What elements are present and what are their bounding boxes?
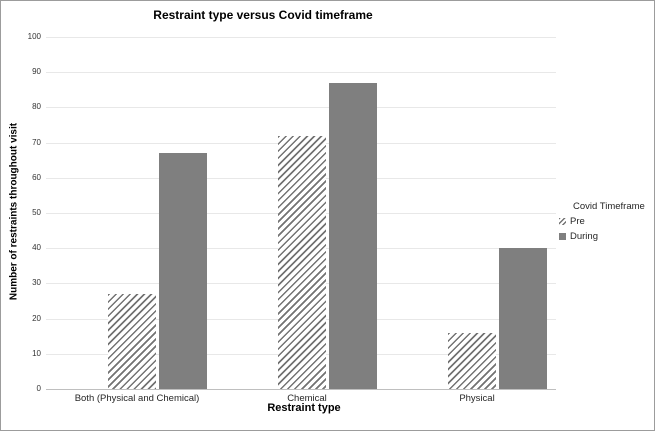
gridline <box>46 37 556 38</box>
y-tick-label: 10 <box>32 348 41 358</box>
legend-label: During <box>570 231 598 242</box>
y-tick-label: 20 <box>32 313 41 323</box>
y-tick-label: 80 <box>32 102 41 112</box>
bar-pre <box>107 293 156 389</box>
legend-item-pre: Pre <box>559 216 645 227</box>
legend-item-during: During <box>559 231 645 242</box>
x-category-label: Physical <box>459 393 495 404</box>
gridline <box>46 72 556 74</box>
x-category-label: Both (Physical and Chemical) <box>74 393 200 404</box>
y-tick-label: 40 <box>32 243 41 253</box>
bar-pre <box>447 332 496 389</box>
bar-during <box>498 248 547 389</box>
x-axis-title: Restraint type <box>267 402 341 414</box>
y-tick-label: 100 <box>27 32 41 41</box>
x-category-label: Chemical <box>287 393 327 404</box>
y-tick-label: 50 <box>32 208 41 217</box>
x-axis-line <box>46 389 556 390</box>
bar-during <box>328 82 377 389</box>
plot-area <box>46 37 556 390</box>
y-tick-label: 30 <box>32 278 41 288</box>
bar-pre <box>277 135 326 389</box>
gridline <box>46 107 556 109</box>
y-tick-label: 90 <box>32 67 41 77</box>
legend-marker-during-icon <box>559 233 566 240</box>
bar-during <box>158 153 207 389</box>
legend: Covid Timeframe Pre During <box>559 201 645 242</box>
legend-title: Covid Timeframe <box>573 201 645 212</box>
legend-marker-pre-icon <box>559 218 566 225</box>
chart-title: Restraint type versus Covid timeframe <box>153 8 373 22</box>
y-tick-label: 0 <box>36 384 41 393</box>
y-tick-label: 60 <box>32 172 41 182</box>
legend-label: Pre <box>570 216 585 227</box>
y-tick-label: 70 <box>32 137 41 147</box>
